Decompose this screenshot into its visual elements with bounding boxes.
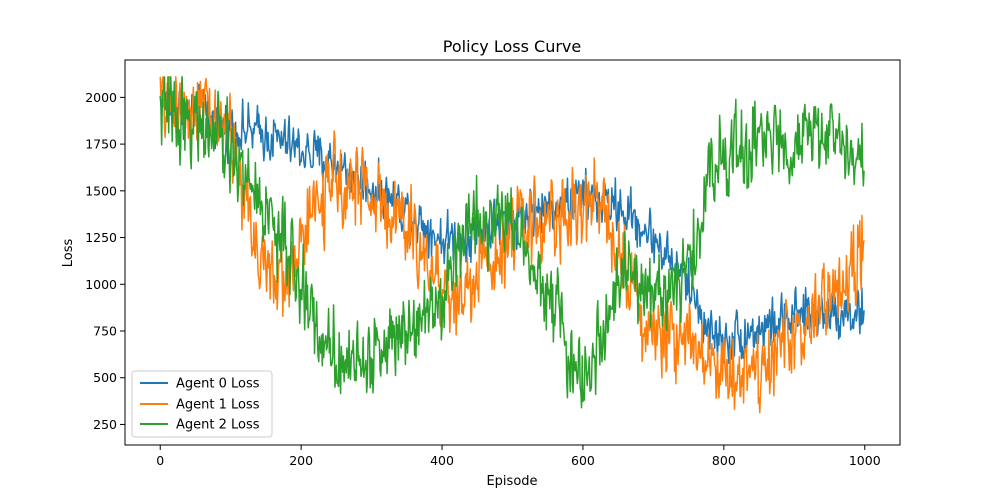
x-tick-label: 0 [156,453,164,468]
x-tick-label: 800 [712,453,736,468]
legend-label-agent-1: Agent 1 Loss [176,398,260,413]
y-tick-label: 750 [93,323,117,338]
x-tick-label: 400 [430,453,454,468]
legend-label-agent-2: Agent 2 Loss [176,418,260,433]
x-axis-ticks: 0 200 400 600 800 1000 [156,445,881,468]
y-tick-label: 2000 [85,90,117,105]
y-axis-label: Loss [61,239,76,268]
y-tick-label: 1500 [85,183,117,198]
legend-label-agent-0: Agent 0 Loss [176,377,260,392]
plot-frame [124,59,901,446]
x-tick-label: 600 [571,453,595,468]
legend-box [131,370,273,438]
y-tick-label: 250 [93,417,117,432]
plot-lines [159,76,865,414]
series-line-agent-2 [159,76,865,409]
y-tick-label: 1250 [85,230,117,245]
y-tick-label: 1750 [85,137,117,152]
y-tick-label: 1000 [85,277,117,292]
y-axis-ticks: 250 500 750 1000 1250 1500 1750 2000 [85,90,125,432]
x-tick-label: 200 [289,453,313,468]
chart-title: Policy Loss Curve [443,37,582,56]
legend: Agent 0 Loss Agent 1 Loss Agent 2 Loss [131,370,273,438]
y-tick-label: 500 [93,370,117,385]
x-tick-label: 1000 [849,453,881,468]
x-axis-label: Episode [486,474,537,489]
